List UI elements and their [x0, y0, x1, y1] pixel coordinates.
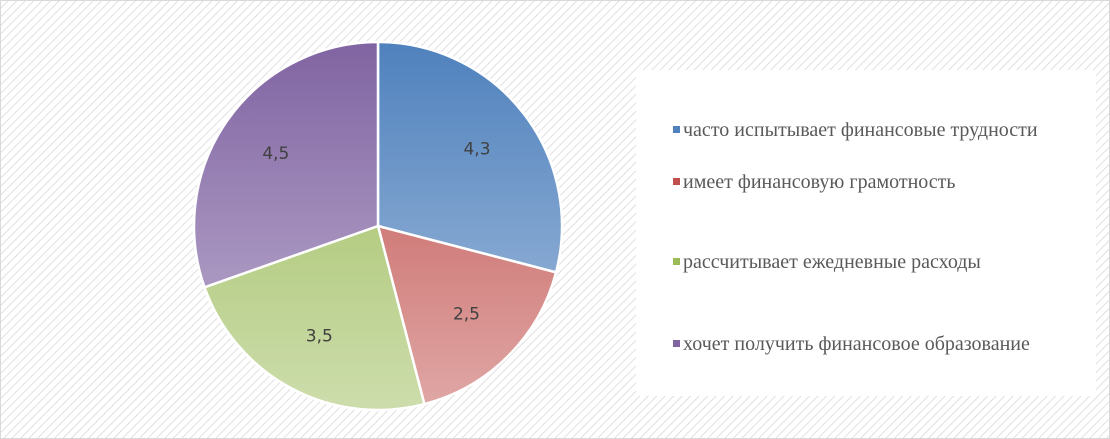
legend-marker: [673, 258, 680, 265]
data-label: 4,5: [262, 144, 289, 164]
pie-slice: [376, 224, 558, 406]
pie-slice: [192, 40, 380, 289]
pie-slice: [202, 224, 426, 412]
legend-item: хочет получить финансовое образование: [673, 330, 1083, 358]
data-label: 4,3: [463, 139, 490, 159]
legend-label: часто испытывает финансовые трудности: [683, 119, 1038, 141]
legend-label: хочет получить финансовое образование: [683, 333, 1030, 355]
legend-label: имеет финансовую грамотность: [683, 171, 956, 193]
legend-marker: [673, 126, 680, 133]
data-label: 3,5: [306, 327, 333, 347]
data-label: 2,5: [453, 304, 480, 324]
legend-item: имеет финансовую грамотность: [673, 168, 1083, 196]
legend-marker: [673, 178, 680, 185]
pie-slice: [376, 40, 564, 274]
legend-item: часто испытывает финансовые трудности: [673, 116, 1083, 144]
legend-marker: [673, 340, 680, 347]
legend-item: рассчитывает ежедневные расходы: [673, 248, 1083, 276]
legend-label: рассчитывает ежедневные расходы: [683, 251, 981, 273]
legend: часто испытывает финансовые трудности име…: [636, 70, 1096, 396]
